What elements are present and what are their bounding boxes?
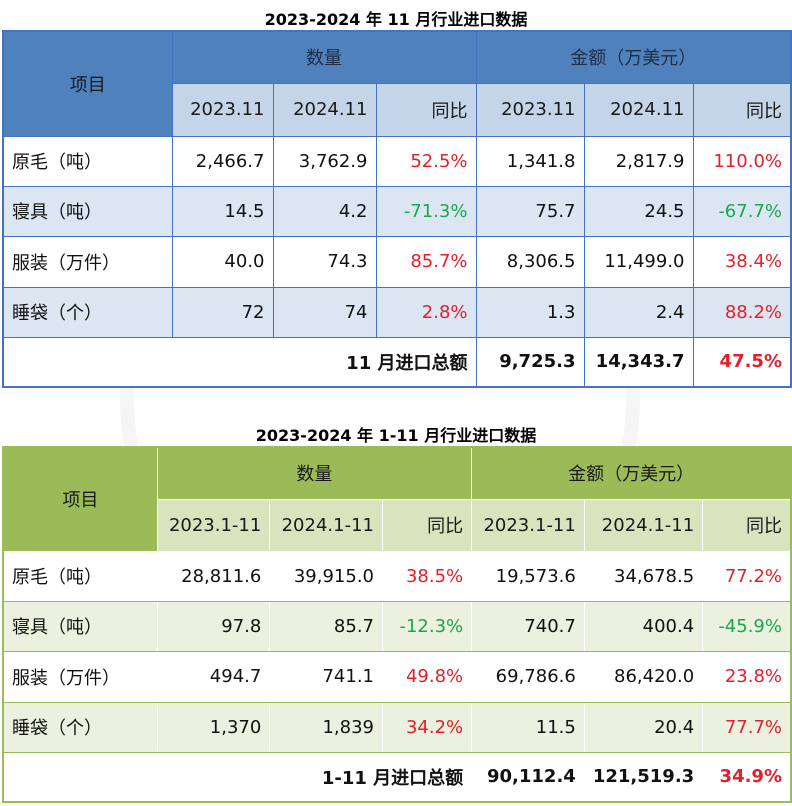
table-cell: 2,466.7 (171, 135, 274, 187)
yoy-cell: 38.4% (692, 235, 792, 288)
table-cell: 494.7 (156, 650, 271, 703)
table-cell: 34,678.5 (583, 550, 704, 602)
item-header: 项目 (2, 446, 158, 552)
row-label: 寝具（吨） (2, 185, 173, 237)
table-cell: 741.1 (269, 650, 383, 703)
table-cell: 2,817.9 (583, 135, 694, 187)
table-cell: 1,341.8 (475, 135, 585, 187)
table-cell: 74 (272, 286, 377, 338)
table-cell: 1.3 (475, 286, 585, 338)
table-row: 原毛（吨） 28,811.6 39,915.0 38.5% 19,573.6 3… (2, 550, 792, 602)
total-cell: 121,519.3 (583, 751, 704, 803)
yoy-cell: 23.8% (702, 650, 792, 703)
column-header: 2023.11 (475, 82, 585, 137)
table-cell: 40.0 (171, 235, 274, 288)
total-label: 1-11 月进口总额 (2, 751, 473, 803)
yoy-cell: 49.8% (381, 650, 473, 703)
table-row: 寝具（吨） 97.8 85.7 -12.3% 740.7 400.4 -45.9… (2, 600, 792, 652)
table-row: 睡袋（个） 72 74 2.8% 1.3 2.4 88.2% (2, 286, 792, 338)
row-label: 睡袋（个） (2, 286, 173, 338)
table-cell: 400.4 (583, 600, 704, 652)
row-label: 原毛（吨） (2, 135, 173, 187)
row-label: 服装（万件） (2, 235, 173, 288)
table-cell: 20.4 (583, 701, 704, 753)
quantity-header: 数量 (171, 30, 477, 84)
item-header: 项目 (2, 30, 173, 137)
yoy-cell: 38.5% (381, 550, 473, 602)
table-cell: 2.4 (583, 286, 694, 338)
column-header: 2024.1-11 (583, 498, 704, 552)
total-yoy-cell: 47.5% (692, 336, 792, 388)
table-cell: 4.2 (272, 185, 377, 237)
table-row: 寝具（吨） 14.5 4.2 -71.3% 75.7 24.5 -67.7% (2, 185, 792, 237)
total-label: 11 月进口总额 (2, 336, 477, 388)
table-cell: 85.7 (269, 600, 383, 652)
table-row: 服装（万件） 40.0 74.3 85.7% 8,306.5 11,499.0 … (2, 235, 792, 288)
table-cell: 11,499.0 (583, 235, 694, 288)
total-row: 11 月进口总额 9,725.3 14,343.7 47.5% (2, 336, 792, 388)
table-cell: 97.8 (156, 600, 271, 652)
table-cell: 11.5 (471, 701, 585, 753)
table-cell: 75.7 (475, 185, 585, 237)
table-row: 原毛（吨） 2,466.7 3,762.9 52.5% 1,341.8 2,81… (2, 135, 792, 187)
quantity-header: 数量 (156, 446, 473, 500)
yoy-cell: 52.5% (375, 135, 477, 187)
yoy-cell: 77.2% (702, 550, 792, 602)
table-row: 睡袋（个） 1,370 1,839 34.2% 11.5 20.4 77.7% (2, 701, 792, 753)
column-header: 2023.1-11 (156, 498, 271, 552)
total-row: 1-11 月进口总额 90,112.4 121,519.3 34.9% (2, 751, 792, 803)
cumulative-import-table: 项目 数量 金额（万美元） 2023.1-11 2024.1-11 同比 202… (2, 446, 792, 803)
yoy-cell: 34.2% (381, 701, 473, 753)
table-cell: 86,420.0 (583, 650, 704, 703)
yoy-cell: -71.3% (375, 185, 477, 237)
table-cell: 8,306.5 (475, 235, 585, 288)
table-cell: 24.5 (583, 185, 694, 237)
table-cell: 39,915.0 (269, 550, 383, 602)
column-header: 2023.11 (171, 82, 274, 137)
amount-header: 金额（万美元） (471, 446, 792, 500)
row-label: 原毛（吨） (2, 550, 158, 602)
yoy-cell: -67.7% (692, 185, 792, 237)
total-cell: 9,725.3 (475, 336, 585, 388)
amount-header: 金额（万美元） (475, 30, 792, 84)
total-cell: 14,343.7 (583, 336, 694, 388)
yoy-cell: 110.0% (692, 135, 792, 187)
column-header: 2023.1-11 (471, 498, 585, 552)
yoy-cell: 85.7% (375, 235, 477, 288)
table-cell: 740.7 (471, 600, 585, 652)
table-cell: 69,786.6 (471, 650, 585, 703)
table-cell: 28,811.6 (156, 550, 271, 602)
row-label: 睡袋（个） (2, 701, 158, 753)
table-cell: 1,839 (269, 701, 383, 753)
monthly-import-table: 项目 数量 金额（万美元） 2023.11 2024.11 同比 2023.11… (2, 30, 792, 388)
table-cell: 19,573.6 (471, 550, 585, 602)
column-header: 同比 (702, 498, 792, 552)
total-cell: 90,112.4 (471, 751, 585, 803)
table-row: 服装（万件） 494.7 741.1 49.8% 69,786.6 86,420… (2, 650, 792, 703)
yoy-cell: -12.3% (381, 600, 473, 652)
table-cell: 3,762.9 (272, 135, 377, 187)
column-header: 同比 (381, 498, 473, 552)
row-label: 服装（万件） (2, 650, 158, 703)
column-header: 2024.11 (272, 82, 377, 137)
row-label: 寝具（吨） (2, 600, 158, 652)
column-header: 同比 (375, 82, 477, 137)
monthly-table-title: 2023-2024 年 11 月行业进口数据 (264, 10, 528, 29)
total-yoy-cell: 34.9% (702, 751, 792, 803)
column-header: 同比 (692, 82, 792, 137)
yoy-cell: 77.7% (702, 701, 792, 753)
yoy-cell: 88.2% (692, 286, 792, 338)
table-cell: 14.5 (171, 185, 274, 237)
cumulative-table-title: 2023-2024 年 1-11 月行业进口数据 (255, 426, 537, 445)
table-cell: 1,370 (156, 701, 271, 753)
column-header: 2024.11 (583, 82, 694, 137)
table-cell: 72 (171, 286, 274, 338)
yoy-cell: 2.8% (375, 286, 477, 338)
table-cell: 74.3 (272, 235, 377, 288)
yoy-cell: -45.9% (702, 600, 792, 652)
column-header: 2024.1-11 (269, 498, 383, 552)
